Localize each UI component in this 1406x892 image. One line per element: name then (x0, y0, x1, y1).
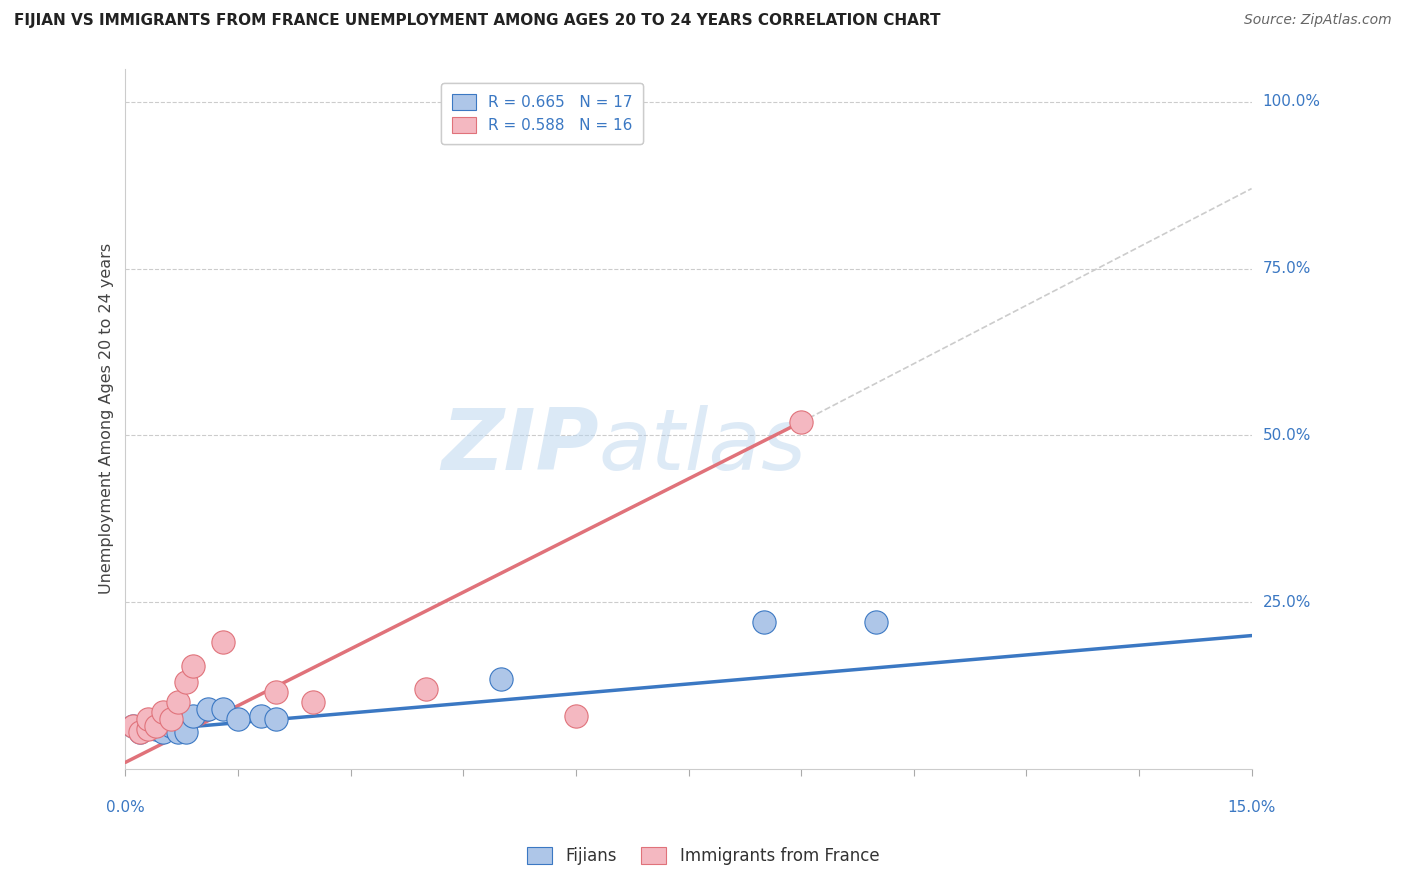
Point (159, 718, 181, 732)
Point (302, 695, 325, 709)
Point (129, 725, 152, 739)
Text: 0.0%: 0.0% (105, 799, 145, 814)
Point (181, 658, 204, 673)
Point (129, 725, 152, 739)
Point (181, 708, 204, 723)
Point (152, 725, 174, 739)
Point (865, 615, 887, 630)
Point (136, 712, 159, 726)
Point (790, 415, 813, 429)
Legend: R = 0.665   N = 17, R = 0.588   N = 16: R = 0.665 N = 17, R = 0.588 N = 16 (441, 83, 644, 145)
Point (167, 725, 190, 739)
Text: atlas: atlas (599, 405, 807, 488)
Point (145, 718, 167, 732)
Point (249, 708, 271, 723)
Text: 15.0%: 15.0% (1227, 799, 1275, 814)
Point (197, 702, 219, 716)
Point (226, 712, 249, 726)
Point (174, 675, 197, 690)
Point (122, 718, 145, 732)
Point (264, 685, 287, 699)
Point (489, 672, 512, 686)
Point (752, 615, 775, 630)
Point (145, 722, 167, 736)
Point (565, 708, 588, 723)
Point (136, 722, 159, 736)
Text: FIJIAN VS IMMIGRANTS FROM FRANCE UNEMPLOYMENT AMONG AGES 20 TO 24 YEARS CORRELAT: FIJIAN VS IMMIGRANTS FROM FRANCE UNEMPLO… (14, 13, 941, 29)
Point (264, 712, 287, 726)
Text: 100.0%: 100.0% (1263, 95, 1320, 110)
Text: Source: ZipAtlas.com: Source: ZipAtlas.com (1244, 13, 1392, 28)
Point (136, 715, 159, 730)
Point (167, 695, 190, 709)
Point (159, 712, 181, 726)
Text: 25.0%: 25.0% (1263, 595, 1310, 610)
Point (212, 635, 235, 649)
Point (122, 718, 145, 732)
Point (415, 681, 437, 696)
Point (174, 725, 197, 739)
Text: 50.0%: 50.0% (1263, 428, 1310, 443)
Text: ZIP: ZIP (441, 405, 599, 488)
Text: 75.0%: 75.0% (1263, 261, 1310, 277)
Legend: Fijians, Immigrants from France: Fijians, Immigrants from France (516, 837, 890, 875)
Point (212, 702, 235, 716)
Y-axis label: Unemployment Among Ages 20 to 24 years: Unemployment Among Ages 20 to 24 years (100, 244, 114, 594)
Point (152, 706, 174, 720)
